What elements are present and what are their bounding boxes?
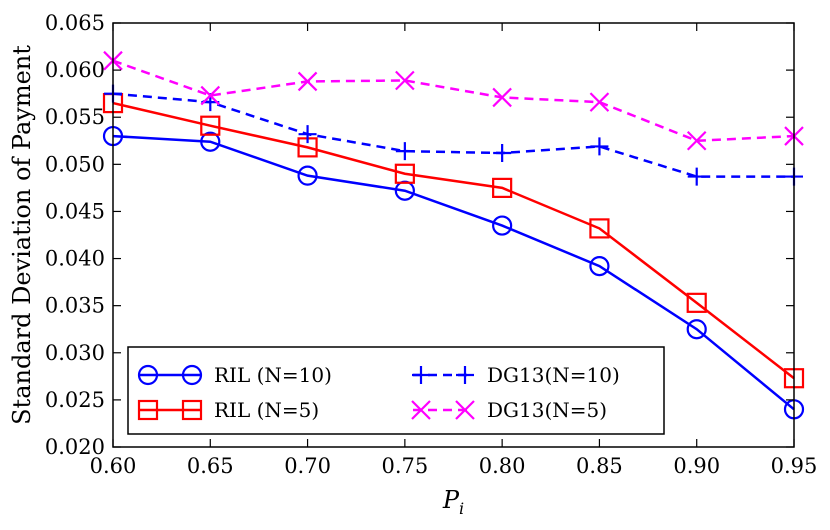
- y-tick-label: 0.040: [45, 247, 105, 271]
- x-tick-label: 0.80: [479, 454, 526, 478]
- data-point: [590, 137, 608, 155]
- data-point: [688, 168, 706, 186]
- legend-label: DG13(N=10): [487, 363, 620, 387]
- y-tick-label: 0.060: [45, 58, 105, 82]
- y-tick-label: 0.030: [45, 341, 105, 365]
- x-tick-label: 0.90: [673, 454, 720, 478]
- y-tick-label: 0.050: [45, 152, 105, 176]
- x-tick-label: 0.75: [381, 454, 428, 478]
- x-tick-label: 0.65: [187, 454, 234, 478]
- y-tick-label: 0.055: [45, 105, 105, 129]
- legend-label: DG13(N=5): [487, 398, 607, 422]
- x-tick-label: 0.95: [771, 454, 818, 478]
- x-tick-label: 0.85: [576, 454, 623, 478]
- y-axis-label: Standard Deviation of Payment: [8, 45, 36, 425]
- y-tick-label: 0.025: [45, 388, 105, 412]
- legend-label: RIL (N=10): [214, 363, 332, 387]
- y-tick-label: 0.020: [45, 435, 105, 459]
- y-tick-label: 0.035: [45, 294, 105, 318]
- y-tick-label: 0.045: [45, 199, 105, 223]
- x-axis-label: Pi: [442, 486, 464, 518]
- legend: RIL (N=10) RIL (N=5) DG13(N=10) DG13(N=5): [128, 347, 664, 434]
- data-point: [493, 144, 511, 162]
- y-tick-label: 0.065: [45, 11, 105, 35]
- legend-label: RIL (N=5): [214, 398, 319, 422]
- x-axis-label-sub: i: [459, 499, 464, 518]
- standard-deviation-chart: 0.60 0.65 0.70 0.75 0.80 0.85 0.90 0.950.0200.0…: [0, 0, 830, 530]
- x-tick-label: 0.70: [284, 454, 331, 478]
- data-point: [299, 125, 317, 143]
- data-point: [396, 142, 414, 160]
- x-axis-label-main: P: [442, 486, 460, 514]
